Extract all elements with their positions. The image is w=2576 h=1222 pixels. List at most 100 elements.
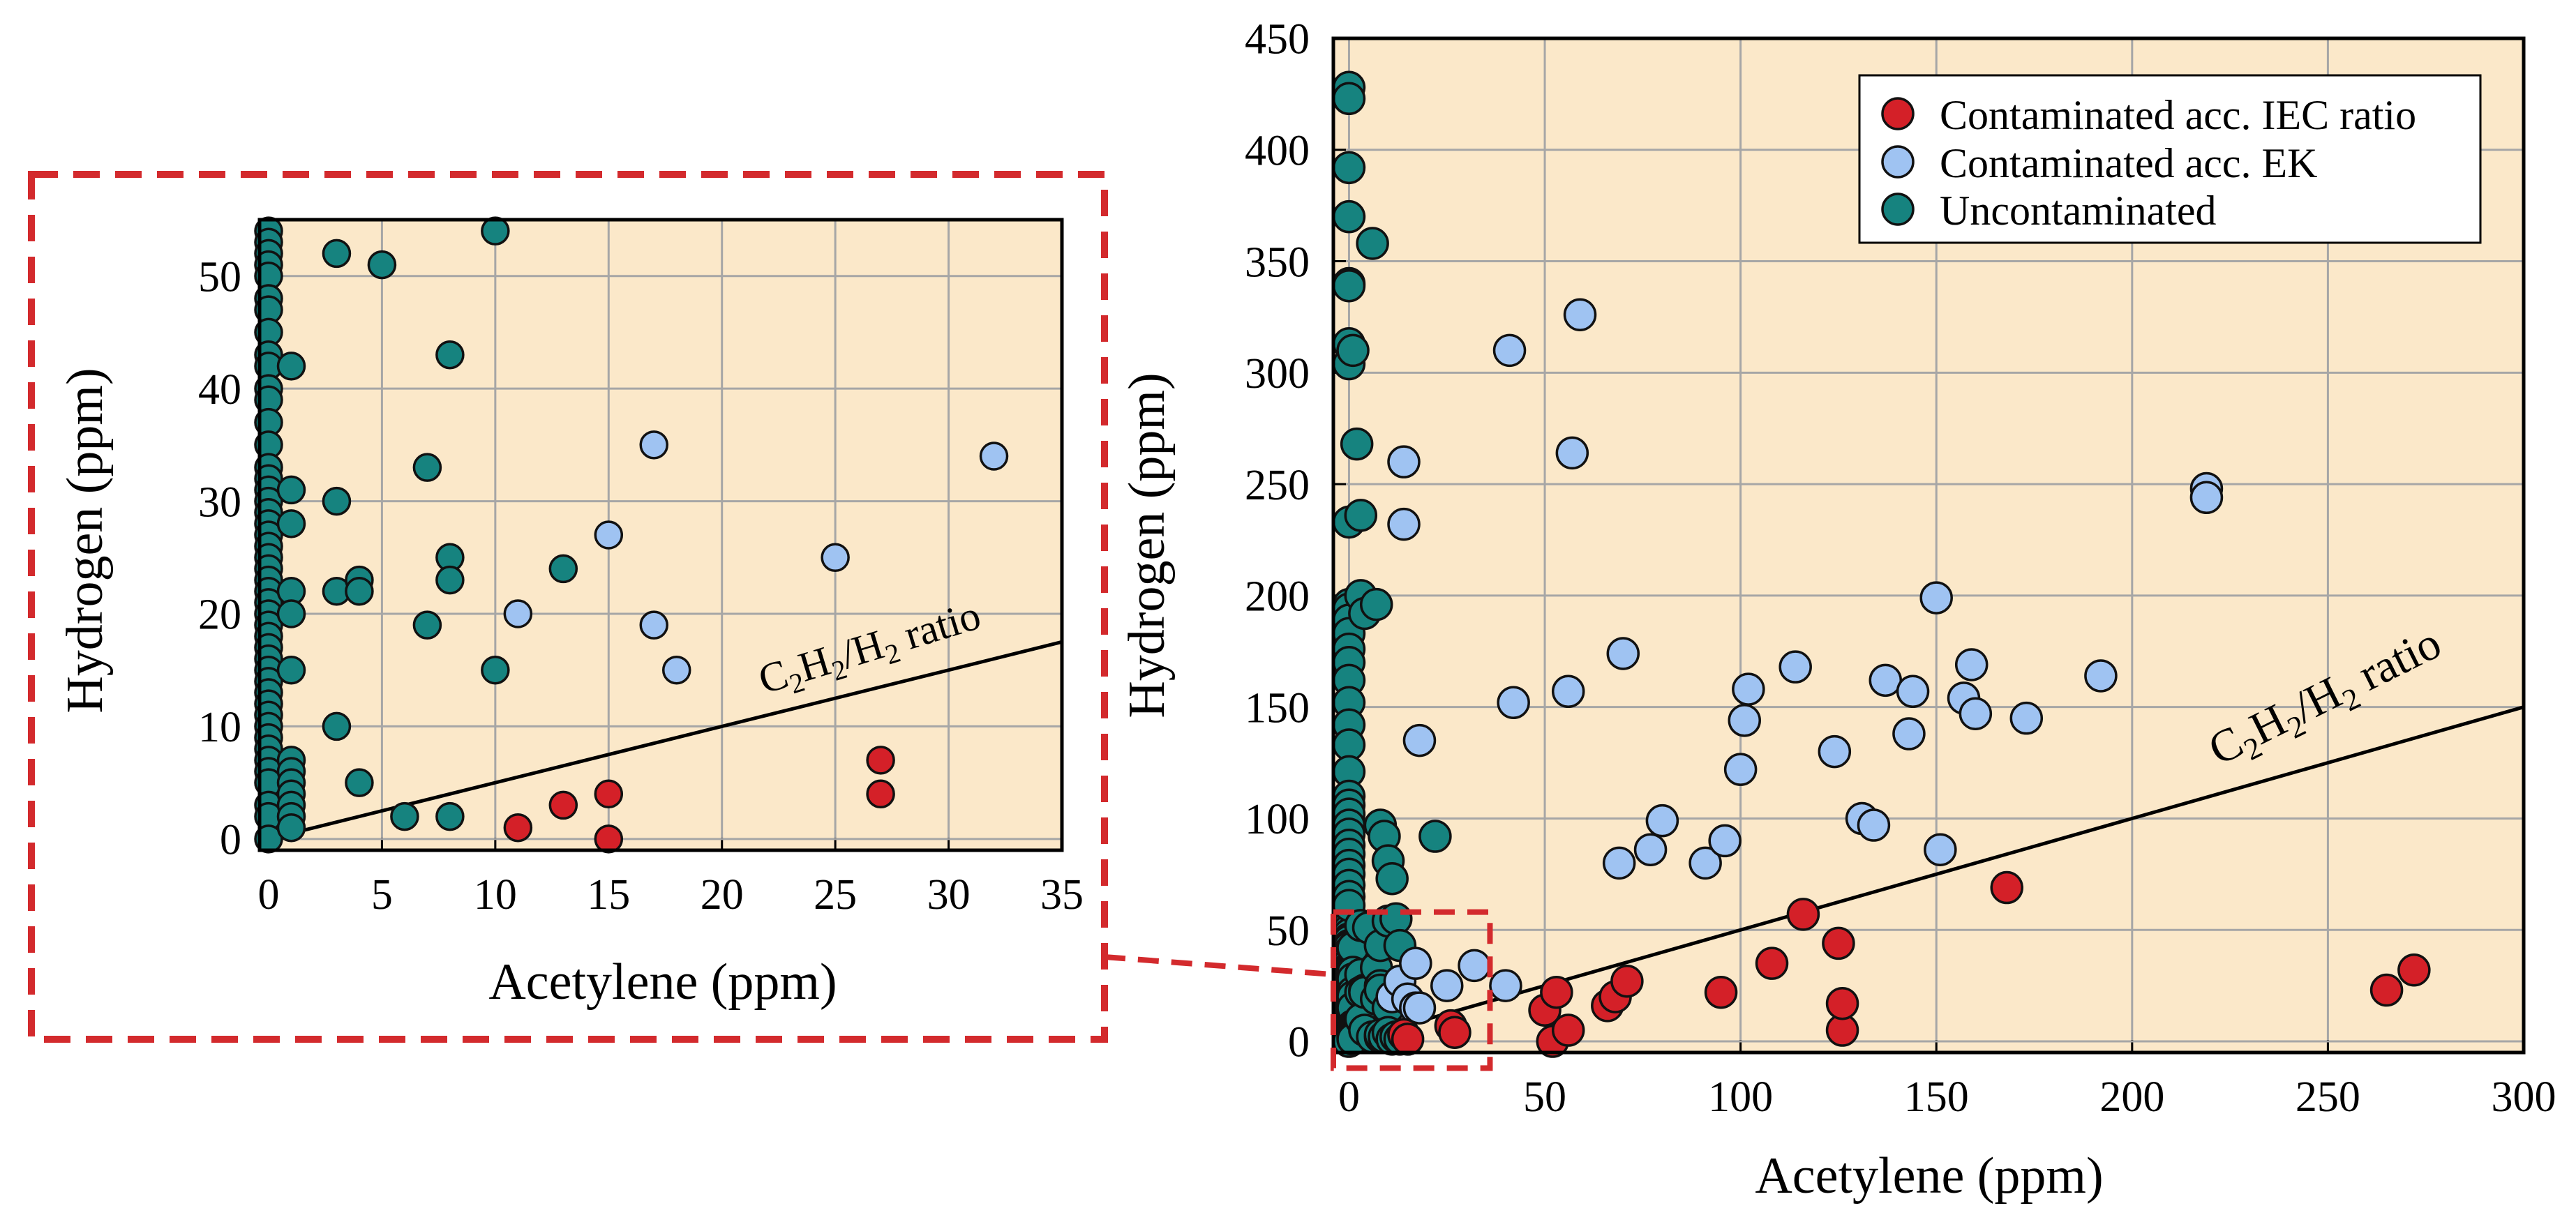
- legend-label-iec: Contaminated acc. IEC ratio: [1940, 92, 2416, 138]
- point-ek: [1458, 949, 1491, 983]
- point-ek: [1399, 946, 1432, 980]
- point-iec: [1825, 986, 1859, 1020]
- point-ek: [1645, 804, 1679, 838]
- point-uncontaminated: [276, 352, 306, 381]
- point-ek: [1896, 674, 1930, 709]
- inset-tick-labels: 0 5 10 15 20 25 30 35 0 10 20 30 40 50: [198, 253, 1084, 919]
- y-tick-label: 200: [1245, 573, 1310, 621]
- point-uncontaminated: [548, 554, 578, 584]
- x-tick-label: 30: [927, 871, 971, 919]
- point-ek: [1606, 637, 1640, 670]
- point-ek: [1779, 650, 1812, 684]
- point-iec: [2369, 973, 2404, 1007]
- point-ek: [1402, 991, 1437, 1025]
- y-tick-label: 450: [1245, 16, 1310, 63]
- point-uncontaminated: [345, 768, 374, 797]
- legend-marker-uncontaminated: [1881, 193, 1915, 226]
- zoom-region-box: [1331, 909, 1493, 1071]
- y-tick-label: 300: [1245, 350, 1310, 398]
- point-uncontaminated: [1356, 227, 1389, 260]
- y-tick-label: 250: [1245, 462, 1310, 509]
- point-uncontaminated: [1332, 269, 1366, 303]
- point-uncontaminated: [345, 576, 374, 606]
- x-tick-label: 5: [371, 871, 393, 919]
- point-uncontaminated: [390, 801, 419, 831]
- point-ek: [2084, 659, 2118, 693]
- zoom-connector-line: [1104, 954, 1334, 978]
- legend: Contaminated acc. IEC ratio Contaminated…: [1858, 74, 2482, 244]
- point-ek: [1818, 734, 1852, 769]
- point-ek: [1869, 663, 1903, 697]
- point-uncontaminated: [276, 813, 306, 843]
- point-ek: [821, 543, 850, 573]
- y-tick-label: 30: [198, 478, 241, 526]
- point-iec: [1704, 975, 1738, 1009]
- main-tick-labels: 0 50 100 150 200 250 300 0 50 100 150 200 250 300 350 4…: [1245, 16, 2556, 1121]
- x-tick-label: 250: [2296, 1073, 2360, 1121]
- x-tick-label: 200: [2099, 1073, 2164, 1121]
- y-tick-label: 400: [1245, 127, 1310, 174]
- point-ek: [1555, 436, 1589, 470]
- point-ek: [1732, 672, 1765, 706]
- point-iec: [1540, 975, 1573, 1009]
- point-uncontaminated: [322, 486, 352, 516]
- y-tick-label: 20: [198, 591, 241, 639]
- y-tick-label: 150: [1245, 684, 1310, 732]
- x-tick-label: 20: [701, 871, 744, 919]
- point-uncontaminated: [1359, 587, 1393, 621]
- point-ek: [1551, 674, 1585, 709]
- point-ek: [1954, 648, 1989, 681]
- zoom-indicator: [28, 171, 1493, 1071]
- point-ek: [2009, 701, 2044, 735]
- x-tick-label: 100: [1708, 1073, 1773, 1121]
- x-tick-label: 35: [1040, 871, 1084, 919]
- point-uncontaminated: [1340, 427, 1374, 461]
- point-iec: [1391, 1023, 1425, 1056]
- point-iec: [1610, 964, 1644, 998]
- point-ek: [1497, 686, 1530, 720]
- point-ek: [1602, 846, 1636, 880]
- x-tick-label: 10: [474, 871, 517, 919]
- point-iec: [548, 790, 578, 820]
- legend-marker-iec: [1881, 97, 1915, 130]
- point-iec: [1438, 1016, 1472, 1049]
- x-tick-label: 25: [814, 871, 857, 919]
- point-uncontaminated: [276, 475, 306, 505]
- x-tick-label: 300: [2492, 1073, 2556, 1121]
- point-uncontaminated: [435, 565, 465, 595]
- point-uncontaminated: [276, 599, 306, 628]
- point-iec: [2397, 953, 2431, 987]
- main-plot-frame: [1331, 36, 2526, 1055]
- point-ek: [1892, 717, 1926, 750]
- point-ek: [1723, 753, 1758, 786]
- inset-data-points: [254, 216, 1009, 854]
- x-tick-label: 0: [1338, 1073, 1360, 1121]
- y-tick-label: 50: [198, 253, 241, 301]
- x-tick-label: 50: [1523, 1073, 1566, 1121]
- y-tick-label: 0: [1288, 1019, 1310, 1066]
- point-ek: [1563, 298, 1597, 332]
- inset-outline-box: [28, 171, 1108, 1043]
- point-ek: [639, 610, 669, 640]
- point-uncontaminated: [1332, 151, 1366, 185]
- point-uncontaminated: [367, 250, 397, 280]
- legend-marker-ek: [1881, 145, 1915, 179]
- point-iec: [1822, 926, 1855, 960]
- inset-y-axis-label: Hydrogen (ppm): [57, 368, 114, 713]
- point-ek: [661, 655, 691, 685]
- point-uncontaminated: [322, 239, 352, 269]
- main-chart: 0 50 100 150 200 250 300 0 50 100 150 200 250 300 350 4…: [1118, 16, 2556, 1205]
- point-uncontaminated: [1344, 499, 1378, 532]
- point-uncontaminated: [481, 655, 510, 685]
- y-tick-label: 0: [220, 817, 241, 864]
- point-iec: [1786, 898, 1820, 931]
- point-ek: [1708, 824, 1742, 858]
- point-iec: [1551, 1013, 1585, 1047]
- point-uncontaminated: [1418, 820, 1452, 853]
- point-uncontaminated: [412, 610, 442, 640]
- y-tick-label: 350: [1245, 239, 1310, 286]
- point-uncontaminated: [1332, 82, 1366, 116]
- inset-plot-area: [260, 220, 1062, 850]
- point-iec: [1755, 946, 1789, 980]
